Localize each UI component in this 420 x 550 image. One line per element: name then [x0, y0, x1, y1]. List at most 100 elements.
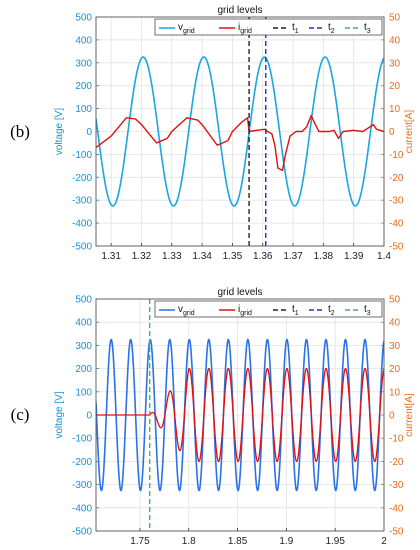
y2-tick-label: 20 — [389, 81, 401, 92]
legend-label-main: t — [328, 304, 331, 315]
y2-tick-label: -10 — [389, 150, 404, 161]
legend: vgrid igrid t1 t2 t3 — [154, 18, 383, 36]
y2-tick-label: 40 — [389, 318, 401, 329]
y-tick-label: -100 — [72, 434, 92, 445]
legend-label-subscript: 3 — [367, 28, 371, 35]
y2-tick-label: -40 — [389, 503, 404, 514]
legend-label-main: v — [178, 22, 183, 33]
legend-label-subscript: 1 — [295, 28, 299, 35]
y-tick-label: 400 — [75, 35, 92, 46]
y2-tick-label: -30 — [389, 480, 404, 491]
legend-label-t3: t3 — [364, 22, 371, 35]
y-tick-label: -500 — [72, 242, 92, 253]
legend-label-subscript: 3 — [367, 310, 371, 317]
legend-label-i: igrid — [238, 304, 252, 317]
legend-label-subscript: 2 — [331, 310, 335, 317]
axes-frame — [95, 298, 385, 532]
legend-label-main: i — [238, 304, 240, 315]
legend-label-t1: t1 — [292, 304, 299, 317]
x-tick-label: 1.38 — [314, 251, 334, 262]
x-tick-label: 1.85 — [228, 536, 248, 547]
y-tick-label: 200 — [75, 364, 92, 375]
legend-box — [154, 18, 383, 36]
legend-label-v: vgrid — [178, 304, 195, 317]
series-group — [96, 299, 384, 531]
chart-title: grid levels — [217, 287, 262, 298]
series-current-line — [96, 114, 384, 172]
legend-label-v: vgrid — [178, 22, 195, 35]
series-group — [96, 17, 384, 246]
panel-label: (c) — [11, 405, 30, 424]
x-tick-label: 1.36 — [253, 251, 273, 262]
y2-tick-label: -30 — [389, 196, 404, 207]
y2-tick-label: 50 — [389, 295, 401, 306]
x-tick-label: 1.4 — [377, 251, 391, 262]
y-tick-label: -300 — [72, 480, 92, 491]
x-tick-label: 1.75 — [130, 536, 150, 547]
x-tick-label: 1.9 — [279, 536, 293, 547]
y2-tick-label: -20 — [389, 457, 404, 468]
legend-label-subscript: grid — [240, 310, 252, 317]
x-tick-label: 1.37 — [283, 251, 303, 262]
x-tick-label: 1.34 — [192, 251, 212, 262]
y-tick-label: -400 — [72, 503, 92, 514]
x-tick-label: 2 — [381, 536, 387, 547]
y2-tick-label: 10 — [389, 104, 401, 115]
legend-label-t3: t3 — [364, 304, 371, 317]
legend: vgrid igrid t1 t2 t3 — [154, 300, 383, 318]
y2-axis-label: current[A] — [404, 393, 415, 437]
y2-tick-label: 30 — [389, 58, 401, 69]
legend-label-subscript: 2 — [331, 28, 335, 35]
series-voltage-line — [96, 338, 384, 492]
legend-label-main: t — [364, 22, 367, 33]
legend-label-t2: t2 — [328, 22, 335, 35]
y-axis-label: voltage [V] — [54, 391, 65, 438]
series-current-line — [96, 367, 384, 463]
x-tick-label: 1.39 — [344, 251, 364, 262]
y-tick-label: -500 — [72, 527, 92, 538]
y-tick-label: 200 — [75, 81, 92, 92]
y2-tick-label: -40 — [389, 219, 404, 230]
y-tick-label: 0 — [86, 127, 92, 138]
y2-tick-label: 30 — [389, 341, 401, 352]
legend-label-subscript: grid — [240, 28, 252, 35]
y-tick-label: -200 — [72, 457, 92, 468]
legend-label-main: t — [364, 304, 367, 315]
axes-frame — [95, 16, 385, 247]
chart-panel-c: (c)5004003002001000-100-200-300-400-5005… — [11, 287, 415, 547]
y2-axis-label: current[A] — [404, 110, 415, 154]
legend-label-subscript: 1 — [295, 310, 299, 317]
panel-label: (b) — [10, 122, 30, 141]
y2-tick-label: -20 — [389, 173, 404, 184]
y2-tick-label: -50 — [389, 242, 404, 253]
legend-label-i: igrid — [238, 22, 252, 35]
y-tick-label: 300 — [75, 341, 92, 352]
y-tick-label: 300 — [75, 58, 92, 69]
y-tick-label: -200 — [72, 173, 92, 184]
legend-label-main: t — [292, 22, 295, 33]
x-tick-label: 1.33 — [162, 251, 182, 262]
chart-panel-b: (b)5004003002001000-100-200-300-400-5005… — [10, 5, 415, 262]
legend-label-t2: t2 — [328, 304, 335, 317]
y-tick-label: -400 — [72, 219, 92, 230]
y-tick-label: 0 — [86, 411, 92, 422]
y2-tick-label: 40 — [389, 35, 401, 46]
legend-label-main: t — [292, 304, 295, 315]
legend-label-t1: t1 — [292, 22, 299, 35]
legend-box — [154, 300, 383, 318]
y-tick-label: 500 — [75, 295, 92, 306]
y2-tick-label: -10 — [389, 434, 404, 445]
y-tick-label: -300 — [72, 196, 92, 207]
y-axis-label: voltage [V] — [54, 108, 65, 155]
y2-tick-label: 20 — [389, 364, 401, 375]
y-tick-label: 500 — [75, 13, 92, 24]
y-tick-label: 100 — [75, 387, 92, 398]
y2-tick-label: 10 — [389, 387, 401, 398]
y2-tick-label: 0 — [389, 127, 395, 138]
legend-label-main: t — [328, 22, 331, 33]
y2-tick-label: 50 — [389, 13, 401, 24]
x-tick-label: 1.32 — [132, 251, 152, 262]
legend-label-subscript: grid — [183, 310, 195, 317]
y-tick-label: -100 — [72, 150, 92, 161]
